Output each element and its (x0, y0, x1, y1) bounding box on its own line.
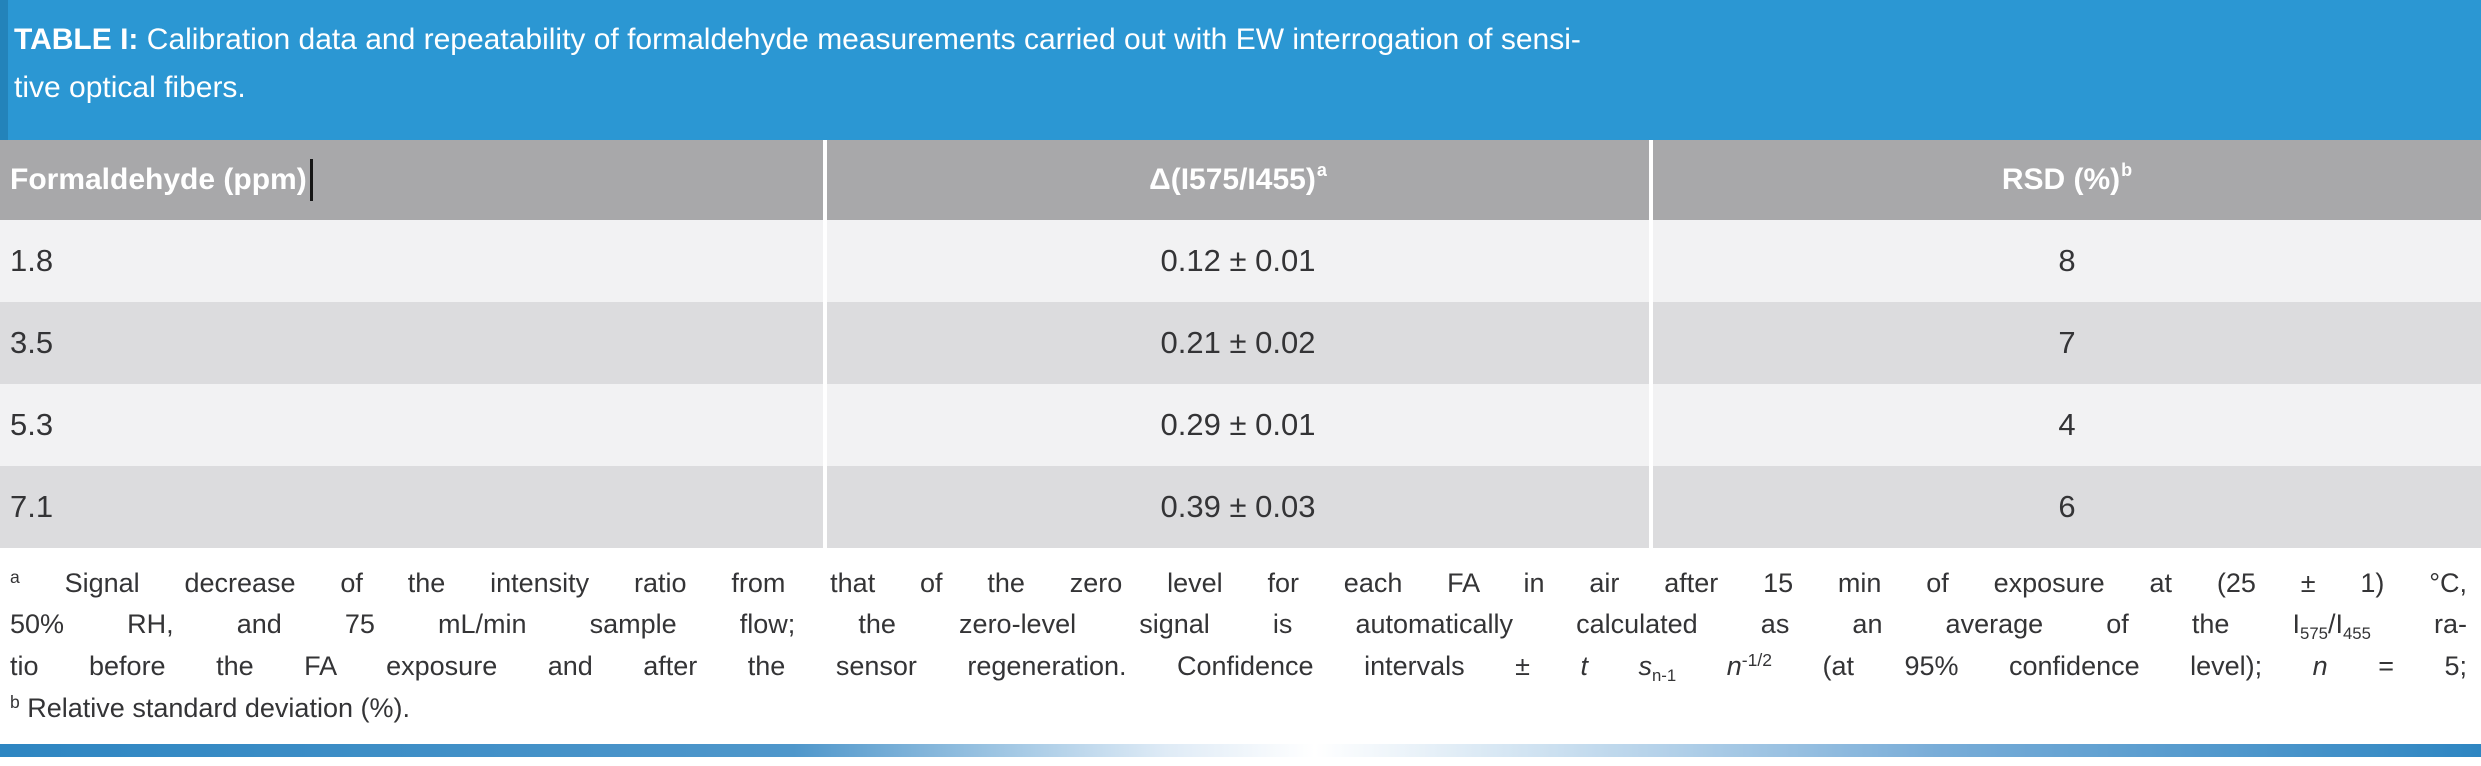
caption-line-1: TABLE I: Calibration data and repeatabil… (14, 16, 2457, 64)
footnote-a-text-1: Signal decrease of the intensity ratio f… (64, 568, 2467, 598)
caption-text-2: tive optical fibers. (14, 71, 246, 104)
cell-delta-row2: 0.21 ± 0.02 (827, 302, 1649, 384)
column-header-formaldehyde[interactable]: Formaldehyde (ppm) (0, 140, 823, 220)
caption-line-2: tive optical fibers. (14, 64, 2457, 112)
table-footnotes: a Signal decrease of the intensity ratio… (0, 564, 2481, 730)
var-s-group: sn-1 (1638, 651, 1677, 685)
footnote-a-text-2: 50% RH, and 75 mL/min sample flow; the z… (10, 609, 2230, 639)
var-t: t (1580, 651, 1588, 681)
cell-rsd-row1: 8 (1653, 220, 2481, 302)
column-header-rsd: RSD (%) b (1653, 140, 2481, 220)
cell-ppm-row2: 3.5 (0, 302, 823, 384)
column-header-delta: Δ(I575/I455) a (827, 140, 1649, 220)
footnote-marker-a: a (1316, 159, 1327, 180)
table-caption-bar: TABLE I: Calibration data and repeatabil… (0, 0, 2481, 140)
cell-delta-row4: 0.39 ± 0.03 (827, 466, 1649, 548)
footnote-a-line-3: tio before the FA exposure and after the… (10, 647, 2467, 689)
cell-rsd-row2: 7 (1653, 302, 2481, 384)
cell-delta-row3: 0.29 ± 0.01 (827, 384, 1649, 466)
cell-ppm-row3: 5.3 (0, 384, 823, 466)
footnote-a-text-3c: = 5; (2378, 651, 2468, 681)
footnote-a-text-3: tio before the FA exposure and after the… (10, 651, 1530, 681)
footnote-a-text-2b: ra- (2433, 609, 2467, 639)
var-n-group: n-1/2 (1726, 650, 1772, 681)
footnote-b-marker: b (10, 692, 20, 713)
cell-rsd-row4: 6 (1653, 466, 2481, 548)
column-header-rsd-label: RSD (%) (2001, 163, 2121, 196)
caption-text-1: Calibration data and repeatability of fo… (146, 23, 1581, 56)
text-cursor (309, 159, 313, 201)
calibration-table: Formaldehyde (ppm) Δ(I575/I455) a RSD (%)… (0, 140, 2481, 548)
footnote-b-text: Relative standard deviation (%). (27, 693, 410, 723)
column-header-delta-label: Δ(I575/I455) (1149, 163, 1316, 196)
footnote-a-text-3b: (at 95% confidence level); (1822, 651, 2263, 681)
footnote-a-marker: a (10, 567, 20, 588)
intensity-ratio-symbol: I575/I455 (2292, 609, 2371, 643)
bottom-gradient-rule (0, 744, 2481, 757)
footnote-a-line-2: 50% RH, and 75 mL/min sample flow; the z… (10, 605, 2467, 647)
footnote-marker-b: b (2121, 159, 2133, 180)
footnote-a-line-1: a Signal decrease of the intensity ratio… (10, 564, 2467, 605)
cell-delta-row1: 0.12 ± 0.01 (827, 220, 1649, 302)
cell-ppm-row4: 7.1 (0, 466, 823, 548)
cell-ppm-row1: 1.8 (0, 220, 823, 302)
footnote-b-line: b Relative standard deviation (%). (10, 689, 2467, 730)
var-n2: n (2312, 651, 2328, 681)
column-header-formaldehyde-label: Formaldehyde (ppm) (10, 163, 307, 196)
table-number-label: TABLE I: (14, 23, 139, 56)
cell-rsd-row3: 4 (1653, 384, 2481, 466)
